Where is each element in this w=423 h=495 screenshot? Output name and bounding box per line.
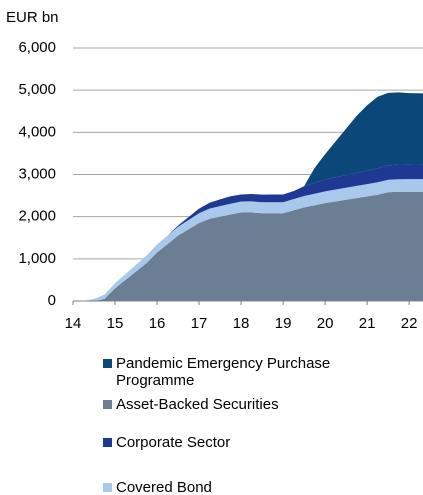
legend-swatch [103, 359, 112, 368]
y-tick-label: 1,000 [18, 250, 56, 267]
x-tick-label: 19 [275, 315, 292, 332]
legend-swatch [103, 438, 112, 447]
x-tick-label: 22 [401, 315, 418, 332]
legend-item: Covered Bond [103, 479, 393, 495]
area [83, 92, 423, 301]
legend-label: Pandemic Emergency Purchase Programme [116, 355, 331, 389]
area [83, 164, 423, 301]
area [83, 191, 423, 301]
y-axis-label: EUR bn [6, 9, 59, 26]
y-tick-label: 0 [48, 292, 56, 309]
y-tick-label: 3,000 [18, 165, 56, 182]
x-tick-label: 21 [359, 315, 376, 332]
legend-swatch [103, 483, 112, 492]
legend-item: Asset-Backed Securities [103, 396, 393, 413]
area [83, 179, 423, 301]
legend-swatch [103, 400, 112, 409]
x-tick-label: 18 [233, 315, 250, 332]
chart: EUR bn 0 1,000 2,000 3,000 4,000 5,000 6,000 14… [6, 9, 423, 332]
legend-label: Corporate Sector [116, 434, 231, 451]
y-tick-label: 5,000 [18, 81, 56, 98]
y-tick-label: 6,000 [18, 39, 56, 56]
legend-label: Covered Bond [116, 479, 212, 495]
x-tick-label: 16 [149, 315, 166, 332]
x-tick-label: 17 [191, 315, 208, 332]
legend-label: Asset-Backed Securities [116, 396, 279, 413]
x-tick-label: 14 [65, 315, 82, 332]
legend-item: Corporate Sector [103, 434, 393, 451]
legend-item: Pandemic Emergency Purchase Programme [103, 355, 393, 389]
x-tick-label: 20 [317, 315, 334, 332]
y-tick-label: 4,000 [18, 123, 56, 140]
y-tick-label: 2,000 [18, 208, 56, 225]
x-tick-label: 15 [107, 315, 124, 332]
